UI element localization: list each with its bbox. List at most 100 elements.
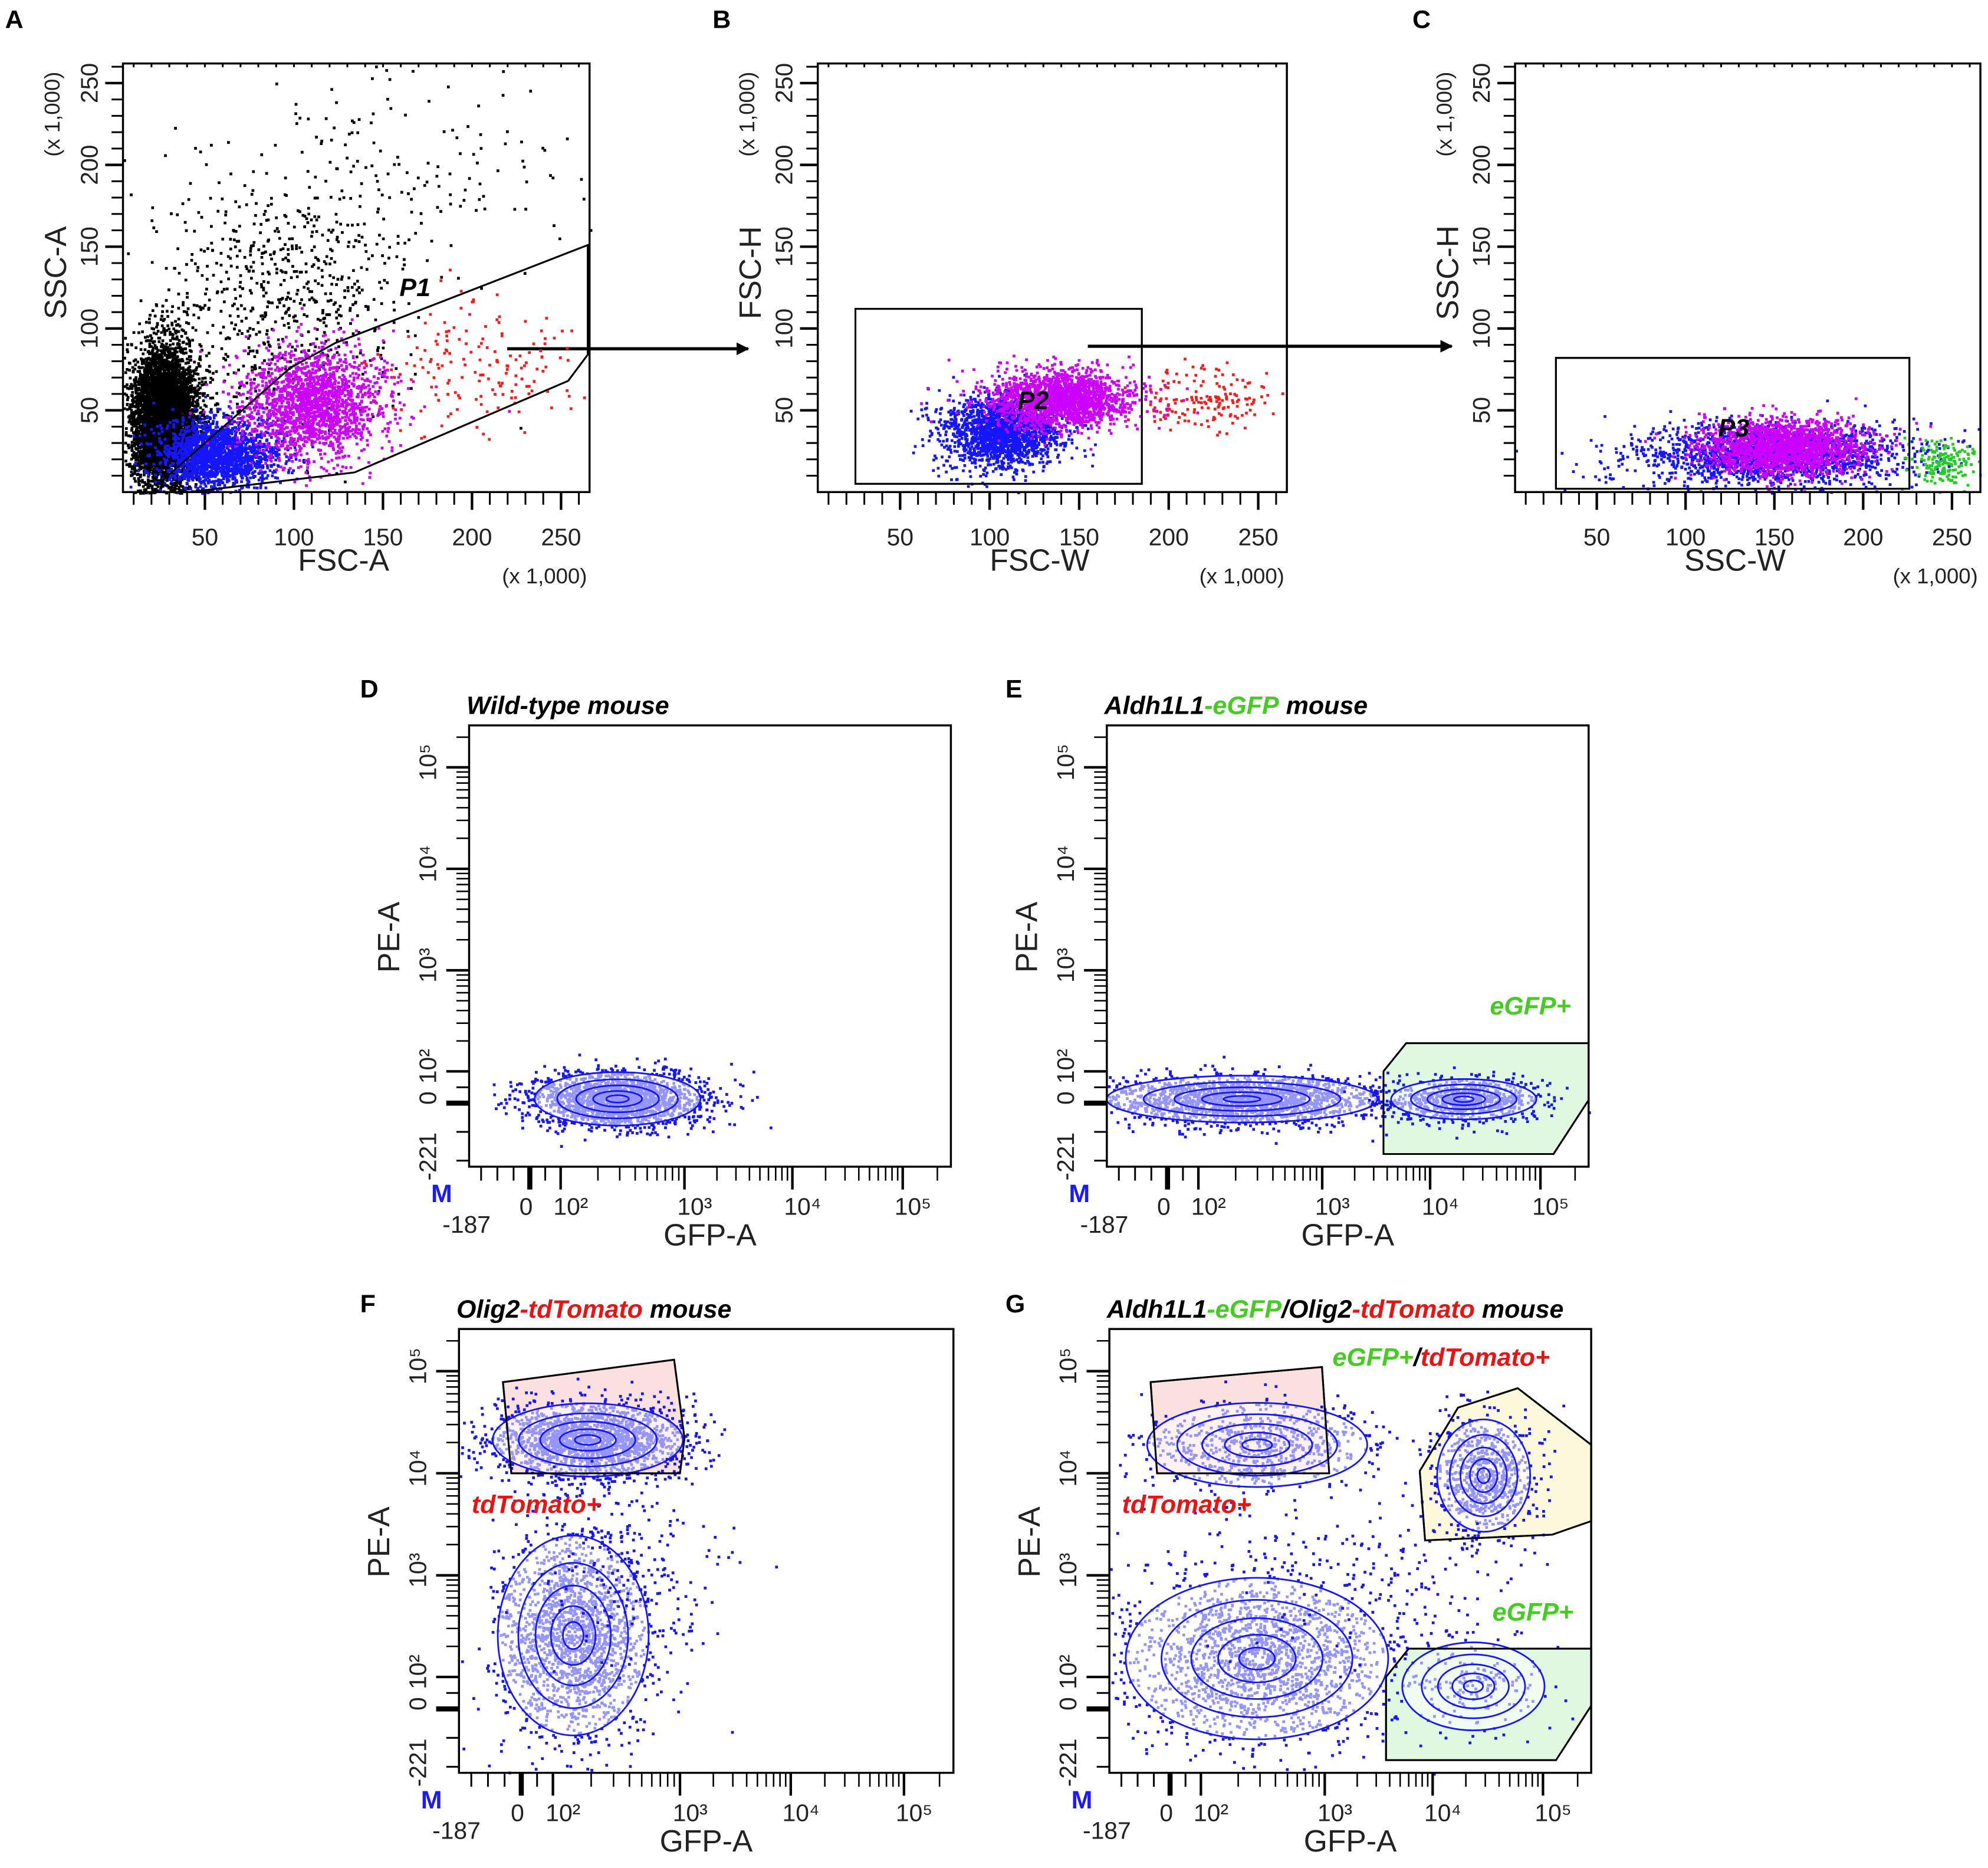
title-part: -tdTomato bbox=[520, 1295, 643, 1324]
title-part: mouse bbox=[1475, 1295, 1564, 1324]
contour-line bbox=[539, 1420, 636, 1459]
y-zero-tick bbox=[1084, 1100, 1107, 1106]
population-0 bbox=[1106, 1055, 1509, 1145]
y-zero-tick bbox=[436, 1706, 459, 1712]
gate-label-part: / bbox=[1412, 1344, 1423, 1372]
x-zero-tick bbox=[518, 1772, 524, 1796]
contour-line bbox=[1463, 1679, 1484, 1693]
contour-line bbox=[562, 1621, 584, 1650]
x-tick-label: 10³ bbox=[673, 1799, 708, 1826]
population-1 bbox=[123, 69, 523, 484]
contour-line bbox=[1401, 1642, 1546, 1732]
x-tick-label: 100 bbox=[970, 524, 1010, 551]
population-3 bbox=[1353, 1630, 1575, 1745]
x-tick-label: 200 bbox=[1843, 524, 1883, 551]
population-1 bbox=[920, 354, 1200, 451]
scatter-points bbox=[1106, 1055, 1591, 1145]
contour-line bbox=[1224, 1432, 1291, 1459]
x-axis-label: GFP-A bbox=[663, 1217, 757, 1252]
panel-c: C P3 50 100 150 200 250 50 100 150 200 250 SSC-W (x 1… bbox=[1412, 5, 1982, 588]
contour-line bbox=[1409, 1084, 1518, 1115]
contour-line bbox=[1176, 1413, 1338, 1477]
y-tick-label: 250 bbox=[76, 63, 103, 103]
x-tick-label: -187 bbox=[1080, 1211, 1129, 1238]
y-tick-label: 10³ bbox=[1052, 948, 1079, 983]
y-tick-label: 100 bbox=[1468, 308, 1495, 349]
axes bbox=[436, 1340, 941, 1796]
x-axis-label: SSC-W bbox=[1684, 543, 1786, 577]
population-3 bbox=[129, 395, 314, 495]
title-part: -tdTomato bbox=[1352, 1295, 1475, 1324]
data-points bbox=[129, 395, 314, 495]
m-marker-icon: M bbox=[431, 1180, 452, 1208]
contour-line bbox=[575, 1084, 660, 1114]
y-tick-label: 200 bbox=[76, 145, 103, 185]
population-1 bbox=[1644, 397, 1933, 493]
contour-line bbox=[1201, 1091, 1283, 1107]
data-points bbox=[189, 307, 511, 487]
panel-e: E Aldh1L1-eGFP mouse eGFP+ -187 0 10² 10³ 10⁴ 10… bbox=[1005, 675, 1591, 1252]
contour-line bbox=[1125, 1577, 1389, 1741]
axes bbox=[446, 736, 938, 1190]
contour-line bbox=[492, 1402, 684, 1478]
y-tick-label: 0 bbox=[1054, 1697, 1082, 1711]
panel-letter: D bbox=[360, 675, 379, 704]
contour-line bbox=[1217, 1634, 1297, 1683]
contour-line bbox=[497, 1535, 650, 1736]
contour-line bbox=[518, 1412, 658, 1468]
x-tick-label: 10⁴ bbox=[784, 1193, 821, 1220]
data-points bbox=[1123, 357, 1284, 437]
contour-line bbox=[517, 1562, 629, 1709]
x-axis-label: GFP-A bbox=[1304, 1824, 1397, 1858]
plot-frame bbox=[458, 1328, 955, 1774]
gate-label: eGFP+ bbox=[1493, 1598, 1573, 1627]
data-points bbox=[1644, 397, 1933, 493]
x-tick-label: 10² bbox=[1194, 1799, 1228, 1826]
population-0 bbox=[492, 1053, 773, 1148]
contour-line bbox=[1441, 1092, 1486, 1107]
axes bbox=[1497, 63, 1971, 510]
contour-line bbox=[1201, 1423, 1313, 1467]
x-tick-label: 10⁴ bbox=[1422, 1193, 1459, 1220]
y-tick-label: 10⁵ bbox=[415, 744, 442, 780]
y-tick-label: 10⁴ bbox=[1052, 845, 1079, 882]
y-tick-label: 250 bbox=[771, 63, 798, 103]
plot-frame bbox=[468, 724, 952, 1168]
y-tick-label: 10³ bbox=[404, 1553, 431, 1588]
scatter-points bbox=[1515, 397, 1982, 495]
x-tick-label: 100 bbox=[1665, 524, 1706, 551]
panel-letter: E bbox=[1005, 675, 1023, 704]
panel-letter: C bbox=[1412, 5, 1431, 34]
contour-line bbox=[1460, 1446, 1508, 1505]
contour-line bbox=[1190, 1617, 1324, 1700]
population-0 bbox=[459, 1377, 727, 1523]
y-tick-label: 10⁵ bbox=[404, 1348, 431, 1384]
x-tick-label: 10² bbox=[546, 1799, 580, 1826]
population-2 bbox=[1123, 357, 1284, 437]
x-tick-label: 0 bbox=[511, 1799, 524, 1826]
gate-label: P2 bbox=[1018, 386, 1049, 415]
panel-d: D Wild-type mouse -187 0 10² 10³ 10⁴ 10⁵ -221 0 10… bbox=[360, 675, 952, 1252]
panel-title: Aldh1L1-eGFP/Olig2-tdTomato mouse bbox=[1106, 1295, 1564, 1324]
x-tick-label: 250 bbox=[541, 524, 581, 551]
gate-label-part: tdTomato+ bbox=[1421, 1344, 1550, 1372]
title-part: -eGFP bbox=[1204, 691, 1279, 720]
x-tick-label: 250 bbox=[1238, 524, 1278, 551]
x-multiplier: (x 1,000) bbox=[1200, 564, 1284, 588]
y-axis-label: PE-A bbox=[1012, 1506, 1046, 1578]
y-tick-label: -221 bbox=[1054, 1739, 1082, 1787]
x-tick-label: 10³ bbox=[1317, 1799, 1352, 1826]
contour-line bbox=[1241, 1438, 1273, 1452]
y-tick-label: 10² bbox=[1054, 1654, 1082, 1689]
plot-frame bbox=[1514, 62, 1982, 493]
y-multiplier: (x 1,000) bbox=[40, 72, 64, 157]
gate-outline bbox=[855, 308, 1143, 485]
y-tick-label: -221 bbox=[415, 1132, 442, 1181]
x-axis-label: FSC-A bbox=[298, 543, 389, 577]
y-tick-label: 10² bbox=[1052, 1049, 1079, 1084]
y-tick-label: 10² bbox=[415, 1049, 442, 1084]
x-tick-label: 250 bbox=[1932, 524, 1972, 551]
y-tick-label: 50 bbox=[771, 397, 798, 423]
title-part: Aldh1L1 bbox=[1106, 1295, 1207, 1324]
